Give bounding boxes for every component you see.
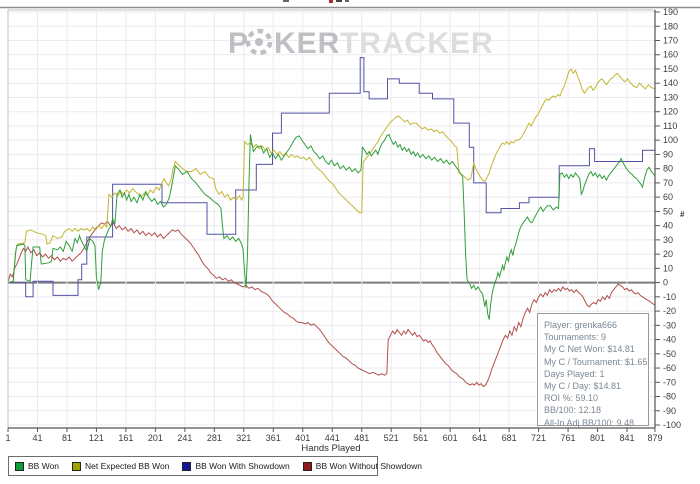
y-tick-label: -60 [663, 363, 676, 373]
x-tick-label: 81 [62, 433, 72, 443]
y-tick-label: -50 [663, 349, 676, 359]
y-tick-label: -20 [663, 306, 676, 316]
y-tick-label: 120 [663, 107, 678, 117]
info-box-line: Player: grenka666 [544, 320, 618, 330]
info-box-line: Days Played: 1 [544, 368, 605, 379]
x-tick-label: 561 [413, 433, 428, 443]
info-box-line: My C / Day: $14.81 [544, 381, 622, 392]
y-tick-label: 20 [663, 249, 673, 259]
x-tick-label: 879 [647, 433, 662, 443]
x-tick-label: 521 [384, 433, 399, 443]
y-tick-label: -10 [663, 292, 676, 302]
y-tick-label: 110 [663, 121, 677, 131]
watermark-poker-text: P [228, 27, 249, 60]
y-tick-label: 30 [663, 235, 673, 245]
legend-item-bb-won: BB Won [15, 461, 59, 471]
y-tick-label: -80 [663, 392, 676, 402]
x-tick-label: 441 [325, 433, 340, 443]
legend-swatch-icon [15, 461, 24, 471]
x-tick-label: 1 [5, 433, 10, 443]
x-tick-label: 241 [177, 433, 192, 443]
series-line-net-expected-bb-won [7, 68, 656, 284]
pokertracker-watermark: P KER TRACKER [228, 27, 494, 60]
y-tick-label: 0 [663, 278, 668, 288]
info-box-line: BB/100: 12.18 [544, 405, 602, 416]
legend-label: BB Won [28, 461, 60, 471]
x-tick-label: 41 [32, 433, 42, 443]
legend-swatch-icon [182, 461, 192, 471]
x-tick-label: 401 [295, 433, 310, 443]
y-tick-label: 40 [663, 221, 673, 231]
y-tick-label: -90 [663, 406, 676, 416]
chart-legend: BB Won Net Expected BB Won BB Won With Sho… [8, 456, 422, 476]
y-tick-label: 190 [663, 7, 678, 17]
x-tick-label: 281 [207, 433, 222, 443]
y-tick-label: 70 [663, 178, 673, 188]
x-tick-label: 201 [148, 433, 163, 443]
x-tick-label: 481 [354, 433, 369, 443]
x-tick-label: 801 [590, 433, 605, 443]
y-tick-label: 140 [663, 78, 678, 88]
info-box-line: Tournaments: 9 [544, 332, 607, 343]
y-tick-label: -70 [663, 377, 676, 387]
legend-swatch-icon [302, 461, 312, 471]
y-tick-label: -40 [663, 335, 676, 345]
info-box-line: All-In Adj BB/100: 9.48 [544, 417, 635, 428]
y-tick-label: -100 [663, 420, 681, 430]
series-line-bb-won-without-showdown [7, 220, 656, 388]
info-box-line: ROI %: 59.10 [544, 393, 599, 404]
legend-label: Net Expected BB Won [85, 461, 170, 471]
y-tick-label: 10 [663, 263, 673, 273]
y-tick-label: -30 [663, 320, 676, 330]
chart-series-lines [7, 57, 656, 388]
y-tick-label: 90 [663, 149, 673, 159]
x-tick-label: 841 [619, 433, 634, 443]
watermark-tracker-text: TRACKER [340, 27, 494, 60]
legend-label: BB Won Without Showdown [315, 461, 422, 471]
y-tick-label: 130 [663, 92, 678, 102]
player-stats-info-box: Player: grenka666 Tournaments: 9 My C Net … [537, 313, 649, 428]
y-axis-unit-label: # [680, 210, 685, 219]
x-tick-label: 361 [266, 433, 281, 443]
legend-swatch-icon [72, 461, 82, 471]
x-tick-label: 121 [89, 433, 104, 443]
series-line-bb-won-with-showdown [8, 57, 655, 298]
legend-item-net-expected-bb-won: Net Expected BB Won [72, 461, 169, 471]
x-tick-label: 721 [531, 433, 546, 443]
info-box-line: My C / Tournament: $1.65 [544, 356, 648, 367]
y-tick-label: 170 [663, 35, 678, 45]
clipped-title-sliver [283, 0, 349, 3]
y-tick-label: 180 [663, 21, 678, 31]
y-tick-label: 60 [663, 192, 673, 202]
y-tick-label: 50 [663, 206, 673, 216]
watermark-ker-text: KER [274, 27, 340, 60]
legend-item-bb-won-without-showdown: BB Won Without Showdown [302, 461, 422, 471]
y-tick-label: 160 [663, 50, 678, 60]
x-tick-label: 761 [561, 433, 576, 443]
info-box-line: My C Net Won: $14.81 [544, 344, 635, 355]
legend-label: BB Won With Showdown [195, 461, 290, 471]
x-tick-label: 681 [502, 433, 517, 443]
series-line-bb-won [7, 133, 656, 320]
y-tick-label: 80 [663, 164, 673, 174]
poker-chip-icon [245, 28, 273, 56]
legend-item-bb-won-with-showdown: BB Won With Showdown [182, 461, 290, 471]
y-tick-label: 100 [663, 135, 678, 145]
x-tick-label: 601 [443, 433, 458, 443]
x-axis-title: Hands Played [301, 443, 360, 454]
x-tick-label: 641 [472, 433, 487, 443]
x-tick-label: 321 [236, 433, 251, 443]
chart-axes: -100-90-80-70-60-50-40-30-20-10010203040… [5, 7, 681, 443]
x-tick-label: 161 [118, 433, 133, 443]
y-tick-label: 150 [663, 64, 678, 74]
